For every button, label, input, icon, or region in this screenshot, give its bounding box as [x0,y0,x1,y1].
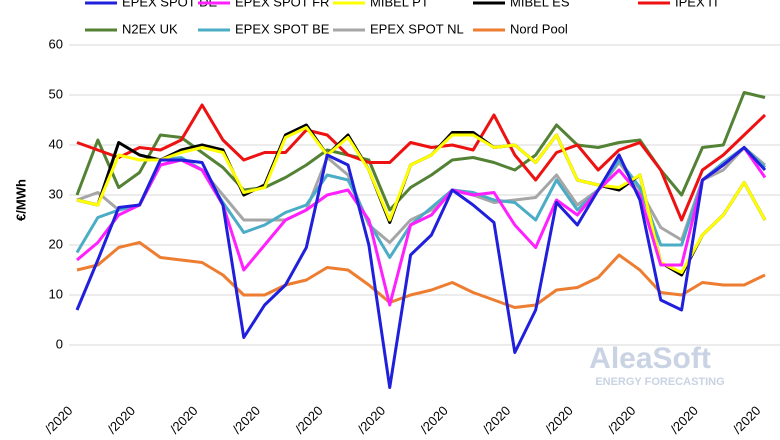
series-line [76,126,767,274]
y-tick-label: 50 [49,86,63,101]
legend-label: IPEX IT [675,0,720,9]
legend-label: EPEX SPOT BE [235,21,330,36]
series-line [75,146,767,259]
legend-label: EPEX SPOT NL [370,21,464,36]
legend-label: EPEX SPOT DE [122,0,217,9]
x-tick-label: /2020 [480,403,514,437]
x-tick-label: /2020 [104,403,138,437]
x-tick-label: /2020 [542,403,576,437]
legend-label: MIBEL ES [510,0,570,9]
y-tick-label: 60 [49,36,63,51]
series-line [76,146,767,307]
x-tick-label: /2020 [42,403,76,437]
x-tick-label: /2020 [730,403,764,437]
x-tick-label: /2020 [355,403,389,437]
y-tick-label: 10 [49,286,63,301]
series-line [76,123,767,277]
x-tick-label: /2020 [605,403,639,437]
x-tick-label: /2020 [167,403,201,437]
series-line [75,146,767,389]
legend-label: MIBEL PT [370,0,429,9]
legend-label: N2EX UK [122,21,178,36]
x-tick-label: /2020 [230,403,264,437]
watermark: AleaSoft [589,342,711,375]
y-tick-label: 20 [49,236,63,251]
y-tick-label: 40 [49,136,63,151]
y-tick-label: 30 [49,186,63,201]
x-tick-label: /2020 [667,403,701,437]
series-line [76,241,766,309]
y-tick-label: 0 [56,336,63,351]
x-tick-label: /2020 [292,403,326,437]
y-axis-label: €/MWh [13,179,28,221]
x-tick-label: /2020 [417,403,451,437]
series-line [76,103,767,222]
legend-label: Nord Pool [510,21,568,36]
watermark-subtitle: ENERGY FORECASTING [595,376,724,388]
legend-label: EPEX SPOT FR [235,0,329,9]
